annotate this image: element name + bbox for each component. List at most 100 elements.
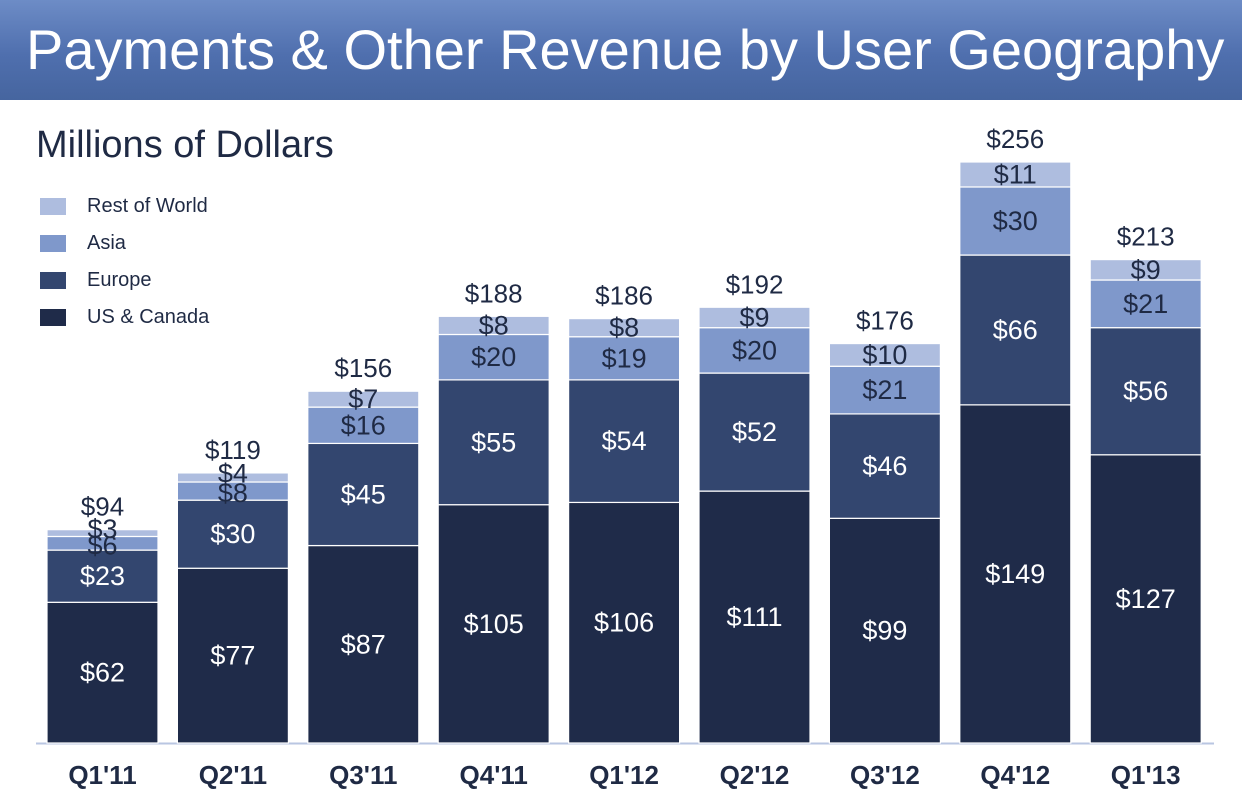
data-label-us-canada-q1-12: $106 (594, 608, 654, 638)
bar-rest-of-world-q2-11 (176, 472, 289, 483)
bar-rest-of-world-q1-12 (567, 317, 681, 338)
bar-asia-q1-12 (567, 336, 681, 381)
total-label-q4-11: $188 (465, 278, 523, 308)
legend-swatch (40, 235, 66, 252)
data-label-us-canada-q4-11: $105 (464, 609, 524, 639)
data-label-europe-q3-12: $46 (862, 451, 907, 481)
x-tick-label-q2-11: Q2'11 (199, 760, 267, 790)
data-label-rest-of-world-q3-11: $7 (348, 384, 378, 414)
total-label-q2-12: $192 (726, 269, 784, 299)
bar-rest-of-world-q1-13 (1089, 258, 1202, 281)
bar-europe-q4-11 (437, 379, 550, 506)
x-tick-label-q3-11: Q3'11 (329, 760, 397, 790)
legend-item-europe: Europe (40, 262, 209, 299)
data-label-europe-q4-12: $66 (993, 315, 1038, 345)
data-label-asia-q4-12: $30 (993, 206, 1038, 236)
x-tick-label-q1-11: Q1'11 (68, 760, 136, 790)
bar-europe-q1-11 (46, 549, 159, 603)
page-title: Payments & Other Revenue by User Geograp… (26, 18, 1225, 81)
data-label-us-canada-q2-12: $111 (726, 602, 782, 632)
bar-europe-q4-12 (959, 254, 1072, 406)
bar-europe-q2-12 (698, 372, 811, 492)
bar-europe-q1-12 (567, 379, 681, 504)
data-label-europe-q1-12: $54 (602, 426, 647, 456)
bar-us-canada-q3-11 (307, 544, 420, 744)
bar-us-canada-q4-12 (959, 404, 1072, 744)
bar-europe-q2-11 (176, 499, 289, 569)
bar-rest-of-world-q2-12 (698, 306, 811, 329)
legend-item-asia: Asia (40, 225, 209, 262)
data-label-europe-q1-11: $23 (80, 561, 125, 591)
total-label-q4-12: $256 (986, 124, 1044, 154)
chart-subtitle: Millions of Dollars (36, 124, 334, 166)
x-tick-label-q3-12: Q3'12 (850, 760, 920, 790)
chart-legend: Rest of World Asia Europe US & Canada (40, 188, 209, 336)
total-label-q1-11: $94 (81, 492, 124, 522)
data-label-asia-q4-11: $20 (471, 342, 516, 372)
data-label-rest-of-world-q4-12: $11 (994, 159, 1037, 189)
bar-us-canada-q1-13 (1089, 454, 1202, 744)
x-tick-label-q1-12: Q1'12 (589, 760, 659, 790)
x-tick-label-q1-13: Q1'13 (1111, 760, 1181, 790)
bar-europe-q3-12 (828, 413, 942, 519)
bar-rest-of-world-q1-11 (46, 529, 159, 538)
bar-us-canada-q3-12 (828, 517, 942, 744)
total-label-q1-13: $213 (1117, 222, 1175, 252)
data-label-rest-of-world-q1-11: $3 (87, 514, 117, 544)
data-label-rest-of-world-q1-13: $9 (1131, 255, 1161, 285)
x-tick-label-q2-12: Q2'12 (720, 760, 790, 790)
data-label-europe-q2-12: $52 (732, 417, 777, 447)
data-label-us-canada-q1-11: $62 (80, 658, 125, 688)
data-label-rest-of-world-q1-12: $8 (609, 313, 639, 343)
legend-swatch (40, 309, 66, 326)
data-label-europe-q2-11: $30 (210, 519, 255, 549)
bar-us-canada-q1-12 (567, 501, 681, 744)
data-label-europe-q3-11: $45 (341, 479, 386, 509)
title-bar: Payments & Other Revenue by User Geograp… (0, 0, 1242, 100)
x-tick-label-q4-12: Q4'12 (980, 760, 1050, 790)
legend-label: Asia (87, 232, 126, 254)
data-label-asia-q1-13: $21 (1123, 289, 1168, 319)
legend-item-rest-of-world: Rest of World (40, 188, 209, 225)
data-label-rest-of-world-q2-12: $9 (739, 302, 769, 332)
total-label-q3-11: $156 (334, 353, 392, 383)
bar-us-canada-q2-12 (698, 490, 811, 744)
legend-swatch (40, 198, 66, 215)
data-label-us-canada-q1-13: $127 (1116, 584, 1176, 614)
bar-us-canada-q1-11 (46, 601, 159, 744)
bar-asia-q4-11 (437, 333, 550, 381)
bar-us-canada-q2-11 (176, 567, 289, 744)
data-label-asia-q2-11: $8 (218, 478, 248, 508)
data-label-europe-q4-11: $55 (471, 427, 516, 457)
bar-us-canada-q4-11 (437, 504, 550, 744)
bar-asia-q4-12 (959, 186, 1072, 256)
data-label-europe-q1-13: $56 (1123, 376, 1168, 406)
data-label-rest-of-world-q3-12: $10 (862, 340, 907, 370)
bar-rest-of-world-q4-12 (959, 161, 1072, 188)
total-label-q1-12: $186 (595, 281, 653, 311)
data-label-asia-q3-11: $16 (341, 410, 386, 440)
legend-label: Europe (87, 269, 152, 291)
data-label-rest-of-world-q2-11: $4 (218, 458, 248, 488)
data-label-us-canada-q2-11: $77 (210, 641, 255, 671)
legend-swatch (40, 272, 66, 289)
data-label-us-canada-q3-12: $99 (862, 616, 907, 646)
legend-label: Rest of World (87, 195, 208, 217)
total-label-q3-12: $176 (856, 306, 914, 336)
legend-item-us-canada: US & Canada (40, 299, 209, 336)
bar-europe-q1-13 (1089, 327, 1202, 456)
data-label-rest-of-world-q4-11: $8 (479, 310, 509, 340)
x-tick-label-q4-11: Q4'11 (460, 760, 528, 790)
total-label-q2-11: $119 (205, 435, 261, 465)
bar-rest-of-world-q3-12 (828, 342, 942, 367)
bar-rest-of-world-q4-11 (437, 315, 550, 336)
data-label-asia-q1-12: $19 (602, 343, 647, 373)
bar-rest-of-world-q3-11 (307, 390, 420, 408)
data-label-us-canada-q4-12: $149 (985, 559, 1045, 589)
data-label-asia-q2-12: $20 (732, 335, 777, 365)
legend-label: US & Canada (87, 306, 210, 328)
bar-asia-q1-13 (1089, 279, 1202, 329)
data-label-us-canada-q3-11: $87 (341, 629, 386, 659)
data-label-asia-q3-12: $21 (862, 375, 907, 405)
